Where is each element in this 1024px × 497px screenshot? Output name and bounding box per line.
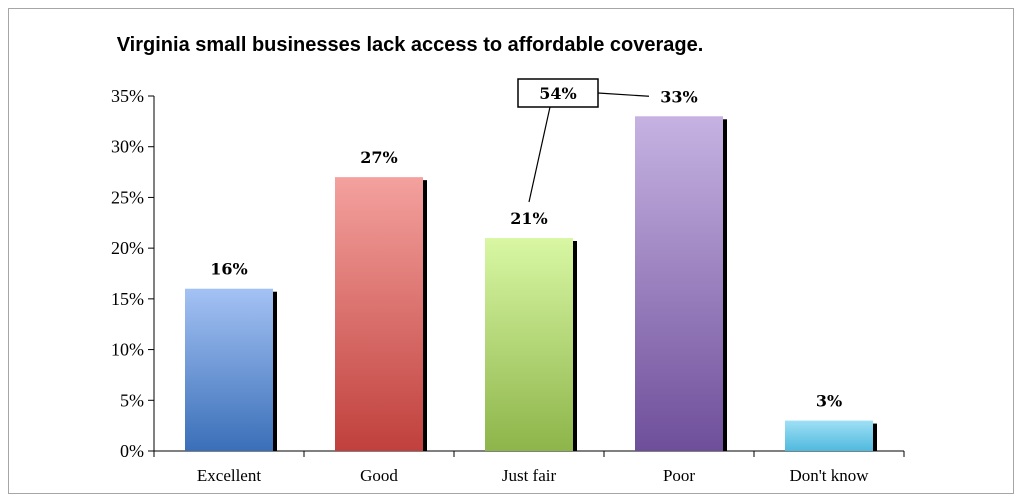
bar-good (335, 177, 423, 451)
data-label: 21% (510, 209, 547, 228)
y-tick-label: 10% (111, 340, 144, 360)
data-label: 27% (360, 148, 397, 167)
bar-poor (635, 116, 723, 452)
bar-don-t-know (785, 420, 873, 451)
x-category-label: Don't know (789, 466, 869, 485)
y-tick-label: 25% (111, 187, 144, 207)
callout-box (517, 78, 599, 108)
x-category-label: Good (360, 466, 398, 485)
x-category-label: Poor (663, 466, 695, 485)
callout-annotation: 54% (517, 78, 650, 203)
bars-group: 16% Excellent 27% Good 21% Just fair 33% Poor 3%… (185, 87, 877, 485)
y-tick-label: 35% (111, 86, 144, 106)
bar-chart: Virginia small businesses lack access to… (111, 34, 905, 485)
callout-leader-left (528, 106, 551, 203)
callout-leader-right (597, 92, 650, 97)
data-label: 3% (816, 392, 842, 411)
y-tick-label: 20% (111, 238, 144, 258)
data-label: 16% (210, 260, 247, 279)
x-category-label: Just fair (502, 466, 557, 485)
bar-just-fair (485, 238, 573, 451)
y-tick-label: 0% (120, 441, 144, 461)
chart-title: Virginia small businesses lack access to… (117, 34, 704, 56)
chart-frame: Virginia small businesses lack access to… (8, 8, 1014, 494)
axes: 0% 5% 10% 15% 20% 25% 30% 35% (111, 86, 905, 461)
x-category-label: Excellent (197, 466, 261, 485)
bar-excellent (185, 288, 273, 451)
callout-label: 54% (539, 84, 576, 103)
y-tick-label: 15% (111, 289, 144, 309)
y-tick-label: 30% (111, 137, 144, 157)
data-label: 33% (660, 87, 697, 106)
y-tick-label: 5% (120, 390, 144, 410)
